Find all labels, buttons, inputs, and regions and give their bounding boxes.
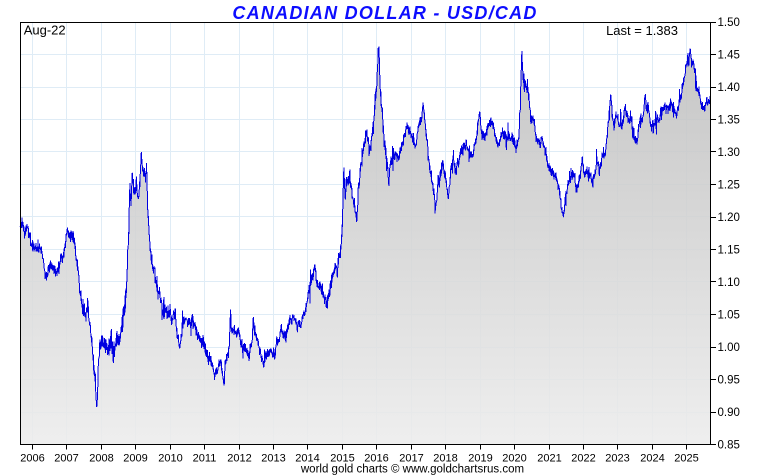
svg-text:1.20: 1.20 [718,212,740,224]
svg-text:2013: 2013 [261,452,285,464]
svg-text:1.35: 1.35 [718,115,740,127]
svg-text:world gold charts © www.goldch: world gold charts © www.goldchartsrus.co… [300,464,524,475]
svg-text:2015: 2015 [330,452,354,464]
svg-text:0.90: 0.90 [718,407,740,419]
svg-text:2016: 2016 [364,452,388,464]
svg-text:1.10: 1.10 [718,277,740,289]
svg-text:2020: 2020 [502,452,526,464]
svg-text:0.85: 0.85 [718,440,740,452]
svg-text:2007: 2007 [54,452,78,464]
svg-text:1.00: 1.00 [718,342,740,354]
svg-text:Aug-22: Aug-22 [24,22,66,37]
svg-text:2014: 2014 [295,452,319,464]
svg-text:1.15: 1.15 [718,245,740,257]
svg-text:1.05: 1.05 [718,310,740,322]
svg-text:2009: 2009 [123,452,147,464]
svg-text:2022: 2022 [571,452,595,464]
svg-text:1.30: 1.30 [718,147,740,159]
svg-text:2023: 2023 [605,452,629,464]
svg-text:2019: 2019 [468,452,492,464]
svg-text:1.40: 1.40 [718,82,740,94]
svg-text:Last = 1.383: Last = 1.383 [606,23,678,38]
svg-text:2024: 2024 [640,452,664,464]
svg-text:2025: 2025 [674,452,698,464]
svg-text:2008: 2008 [89,452,113,464]
svg-text:1.50: 1.50 [718,17,740,29]
svg-text:0.95: 0.95 [718,375,740,387]
svg-text:2018: 2018 [433,452,457,464]
svg-text:2010: 2010 [158,452,182,464]
svg-text:2006: 2006 [20,452,44,464]
svg-text:2012: 2012 [227,452,251,464]
svg-text:2011: 2011 [193,452,217,464]
svg-text:1.25: 1.25 [718,180,740,192]
svg-text:2021: 2021 [537,452,561,464]
svg-text:2017: 2017 [399,452,423,464]
svg-text:1.45: 1.45 [718,50,740,62]
svg-text:CANADIAN DOLLAR - USD/CAD: CANADIAN DOLLAR - USD/CAD [232,3,537,23]
